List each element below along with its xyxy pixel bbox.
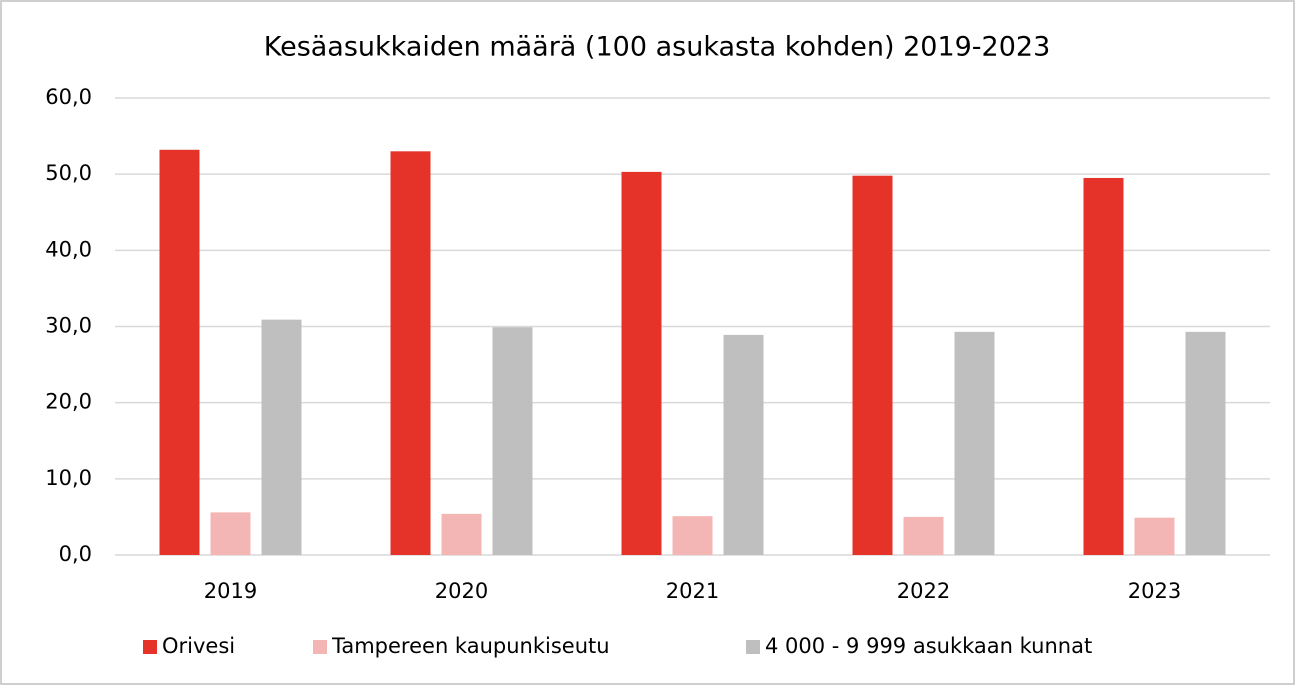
bar <box>210 512 251 555</box>
chart-title: Kesäasukkaiden määrä (100 asukasta kohde… <box>264 32 1051 63</box>
x-tick-label: 2020 <box>435 579 488 603</box>
x-tick-label: 2021 <box>666 579 719 603</box>
bar <box>1185 331 1226 555</box>
legend-swatch <box>746 640 760 654</box>
bar <box>492 327 533 555</box>
x-tick-label: 2022 <box>897 579 950 603</box>
bar <box>903 516 944 555</box>
y-tick-label: 10,0 <box>45 466 92 490</box>
x-tick-label: 2023 <box>1128 579 1181 603</box>
x-tick-label: 2019 <box>204 579 257 603</box>
bar <box>1134 517 1175 555</box>
y-tick-label: 20,0 <box>45 390 92 414</box>
bar <box>159 149 200 555</box>
bar <box>441 513 482 555</box>
legend-swatch <box>143 640 157 654</box>
y-tick-label: 40,0 <box>45 237 92 261</box>
y-tick-label: 50,0 <box>45 161 92 185</box>
bar <box>672 516 713 555</box>
legend-label: Tampereen kaupunkiseutu <box>331 634 610 658</box>
bar <box>723 334 764 555</box>
bar <box>1083 177 1124 555</box>
bar <box>852 175 893 555</box>
y-tick-label: 0,0 <box>59 542 92 566</box>
y-tick-label: 30,0 <box>45 314 92 338</box>
bar <box>390 151 431 556</box>
legend-label: 4 000 - 9 999 asukkaan kunnat <box>765 634 1092 658</box>
bar <box>261 319 302 555</box>
y-tick-label: 60,0 <box>45 85 92 109</box>
legend-swatch <box>313 640 327 654</box>
bar <box>954 331 995 555</box>
bar <box>621 171 662 556</box>
legend-label: Orivesi <box>162 634 235 658</box>
